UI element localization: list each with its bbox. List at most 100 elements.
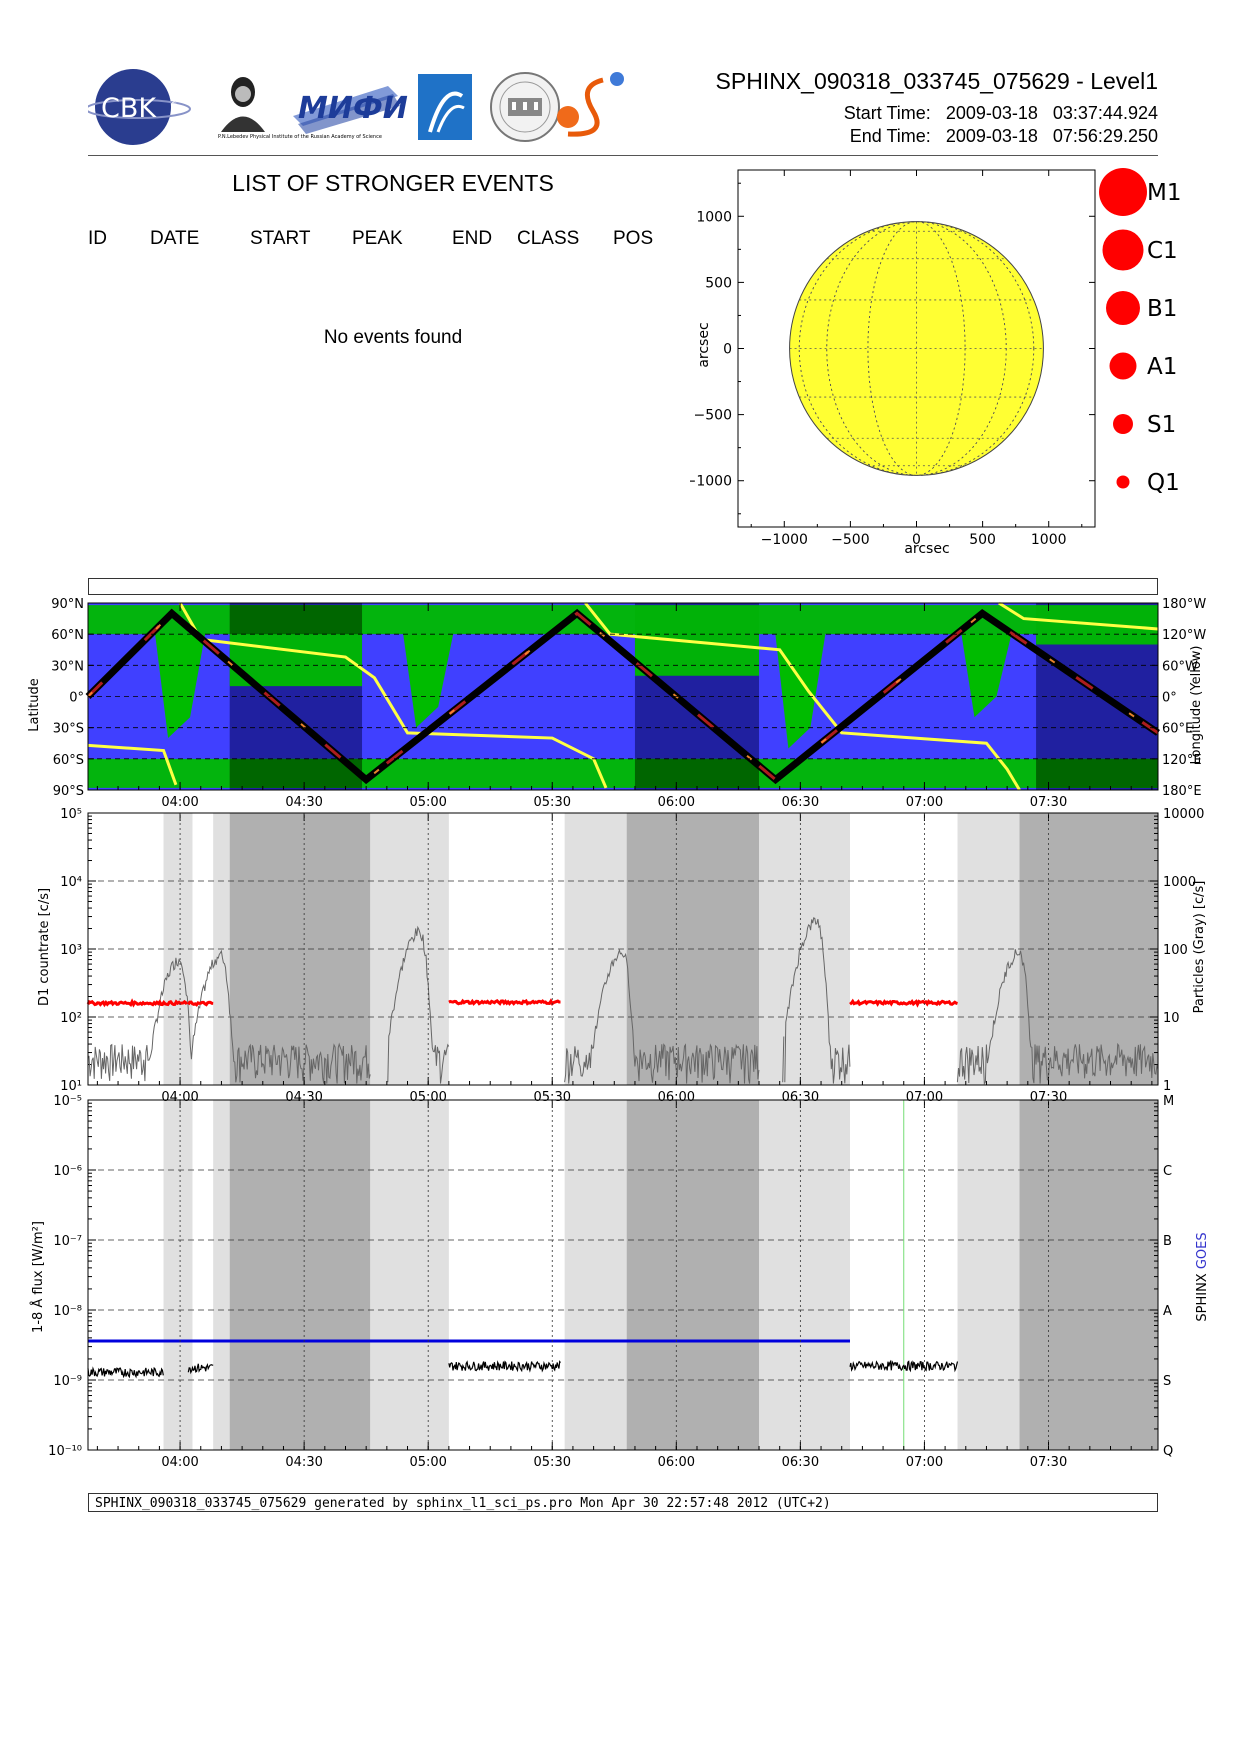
start-time-value: 2009-03-18 03:37:44.924: [945, 103, 1158, 123]
count-y2tick-label: 1000: [1163, 875, 1196, 890]
longitude-curve: [178, 602, 608, 789]
legend-label-c1: C1: [1147, 238, 1178, 264]
mifi-logo: МИФИ: [293, 86, 408, 134]
orbit-ytick-label: 0°: [69, 691, 84, 706]
time-tick-label: 07:30: [1030, 1455, 1067, 1470]
disk-ylabel: arcsec: [696, 322, 712, 367]
time-tick-label: 05:00: [409, 795, 446, 810]
disk-xtick-label: −1000: [761, 532, 808, 548]
disk-layer: [789, 221, 1044, 476]
orbit-y2tick-label: 0°: [1162, 691, 1177, 706]
time-tick-label: 04:00: [161, 795, 198, 810]
flux-panel: 10⁻¹⁰ 10⁻⁹ 10⁻⁸ 10⁻⁷ 10⁻⁶ 10⁻⁵ Q S A B C M: [48, 1094, 1174, 1459]
flux-shade: [564, 1100, 627, 1450]
sphinx-flux-segment: [849, 1359, 959, 1373]
time-tick-label: 05:30: [534, 795, 571, 810]
disk-xtick-label: 500: [969, 532, 996, 548]
count-ytick-label: 10⁴: [60, 875, 82, 890]
orbit-y2tick-label: 120°W: [1162, 628, 1206, 643]
time-tick-label: 05:30: [534, 1090, 571, 1105]
institute-logo: [418, 74, 472, 140]
time-tick-label: 07:30: [1030, 795, 1067, 810]
flux-y2label-sphinx: SPHINX: [1195, 1273, 1210, 1321]
particle-counts-line: [87, 917, 1159, 1086]
flux-shade: [180, 1100, 193, 1450]
legend-marker-a1: [1109, 352, 1137, 380]
time-tick-label: 06:30: [782, 1455, 819, 1470]
time-tick-label: 04:30: [285, 1455, 322, 1470]
logo-strip: CBK PAN P.N.Lebedev Physical Institute o…: [85, 66, 648, 146]
count-ytick-label: 10⁵: [60, 807, 82, 822]
flux-y2label-goes: GOES: [1195, 1232, 1210, 1269]
time-tick-label: 06:00: [658, 1455, 695, 1470]
count-ytick-label: 10¹: [60, 1079, 82, 1094]
legend-marker-b1: [1106, 291, 1140, 325]
col-start: START: [250, 228, 311, 249]
time-tick-label: 07:30: [1030, 1090, 1067, 1105]
col-class: CLASS: [517, 228, 580, 249]
flux-shade: [957, 1100, 1020, 1450]
flux-ylabel: 1-8 Å flux [W/m²]: [30, 1221, 46, 1333]
legend-label-m1: M1: [1147, 180, 1181, 206]
count-ylabel: D1 countrate [c/s]: [37, 888, 52, 1006]
no-events-message: No events found: [323, 327, 463, 348]
count-y2tick-label: 1: [1163, 1079, 1171, 1094]
disk-xtick-label: 0: [912, 532, 921, 548]
legend-label-b1: B1: [1147, 296, 1177, 322]
header-divider: [88, 155, 1158, 156]
legend-marker-s1: [1113, 414, 1133, 434]
orbit-panel: 90°S 60°S 30°S 0° 30°N 60°N 90°N 180°E 120°E 60°E…: [51, 597, 1206, 799]
d1-countrate-segment: [187, 1000, 214, 1007]
flux-y2tick-label: M: [1163, 1094, 1174, 1109]
legend-label-s1: S1: [1147, 412, 1176, 438]
col-end: END: [452, 228, 493, 249]
flux-shade: [213, 1100, 230, 1450]
time-tick-label: 04:30: [285, 795, 322, 810]
orbit-ytick-label: 30°N: [51, 659, 84, 674]
time-tick-label: 07:00: [906, 795, 943, 810]
time-tick-label: 06:00: [658, 1090, 695, 1105]
orbit-y2tick-label: 120°E: [1162, 753, 1202, 768]
flux-ytick-label: 10⁻⁵: [53, 1094, 82, 1109]
cbk-logo-pan: PAN: [170, 92, 177, 104]
time-tick-label: 04:00: [161, 1090, 198, 1105]
disk-xlabel: arcsec: [904, 541, 949, 557]
time-tick-label: 07:00: [906, 1090, 943, 1105]
time-tick-label: 06:00: [658, 795, 695, 810]
count-ytick-label: 10²: [60, 1011, 82, 1026]
orbit-y2tick-label: 180°E: [1162, 784, 1202, 799]
orbit-y2tick-label: 60°E: [1162, 722, 1193, 737]
flux-y2tick-label: C: [1163, 1164, 1172, 1179]
count-y2tick-label: 100: [1163, 943, 1188, 958]
time-tick-label: 06:30: [782, 1090, 819, 1105]
mifi-logo-text: МИФИ: [298, 91, 408, 126]
observatory-seal: [490, 72, 560, 142]
flare-class-legend: M1 C1 B1 A1 S1 Q1: [1099, 168, 1181, 496]
time-tick-label: 07:00: [906, 1455, 943, 1470]
lebedev-logo-text: P.N.Lebedev Physical Institute of the Ru…: [218, 134, 382, 140]
longitude-gridline: [798, 221, 1035, 476]
timeseries-panels: 90°S 60°S 30°S 0° 30°N 60°N 90°N 180°E 120°E 60°E…: [27, 597, 1210, 1470]
start-time-row: Start Time: 2009-03-18 03:37:44.924: [0, 103, 1158, 124]
orbit-ytick-label: 60°N: [51, 628, 84, 643]
footer-generated-note: SPHINX_090318_033745_075629 generated by…: [88, 1493, 1158, 1512]
orbit-y2tick-label: 60°W: [1162, 659, 1198, 674]
logos-svg: CBK PAN P.N.Lebedev Physical Institute o…: [85, 69, 624, 145]
legend-marker-c1: [1102, 229, 1144, 271]
lebedev-logo: P.N.Lebedev Physical Institute of the Ru…: [218, 77, 382, 140]
end-time-label: End Time:: [849, 126, 931, 146]
longitude-curve: [584, 602, 1021, 791]
count-y2tick-label: 10000: [1163, 807, 1204, 822]
col-peak: PEAK: [352, 228, 403, 249]
count-shade: [564, 813, 627, 1085]
flux-shade: [229, 1100, 371, 1450]
flux-ytick-label: 10⁻⁸: [53, 1304, 82, 1319]
time-tick-label: 05:00: [409, 1090, 446, 1105]
orbit-y2label: Longitude (Yellow): [1189, 646, 1204, 765]
legend-marker-m1: [1099, 168, 1147, 216]
col-date: DATE: [150, 228, 200, 249]
particle-zone-dark: [634, 758, 760, 788]
count-frame: [87, 812, 1159, 1086]
disk-ytick-label: 500: [705, 275, 732, 291]
count-y2tick-label: 10: [1163, 1011, 1180, 1026]
